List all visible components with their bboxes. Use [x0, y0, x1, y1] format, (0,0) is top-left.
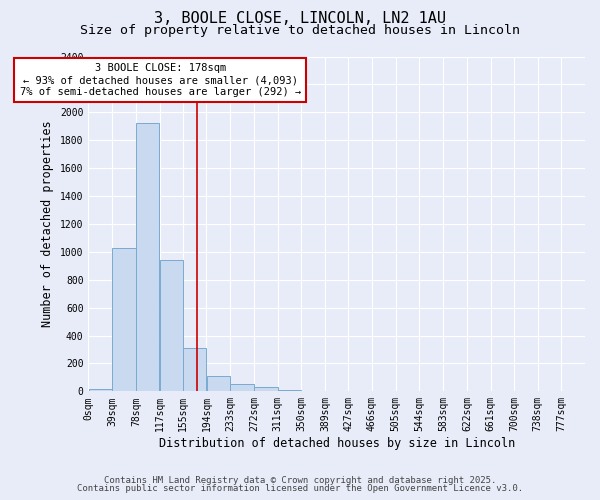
Bar — [278, 390, 301, 392]
Bar — [230, 384, 254, 392]
Bar — [183, 348, 206, 392]
Bar — [206, 376, 230, 392]
Text: Size of property relative to detached houses in Lincoln: Size of property relative to detached ho… — [80, 24, 520, 37]
Text: Contains public sector information licensed under the Open Government Licence v3: Contains public sector information licen… — [77, 484, 523, 493]
Bar — [254, 387, 278, 392]
Text: 3, BOOLE CLOSE, LINCOLN, LN2 1AU: 3, BOOLE CLOSE, LINCOLN, LN2 1AU — [154, 11, 446, 26]
Bar — [136, 124, 160, 392]
Text: Contains HM Land Registry data © Crown copyright and database right 2025.: Contains HM Land Registry data © Crown c… — [104, 476, 496, 485]
X-axis label: Distribution of detached houses by size in Lincoln: Distribution of detached houses by size … — [158, 437, 515, 450]
Text: 3 BOOLE CLOSE: 178sqm
← 93% of detached houses are smaller (4,093)
7% of semi-de: 3 BOOLE CLOSE: 178sqm ← 93% of detached … — [20, 64, 301, 96]
Y-axis label: Number of detached properties: Number of detached properties — [41, 120, 55, 327]
Bar — [89, 388, 112, 392]
Bar — [112, 248, 136, 392]
Bar — [160, 260, 183, 392]
